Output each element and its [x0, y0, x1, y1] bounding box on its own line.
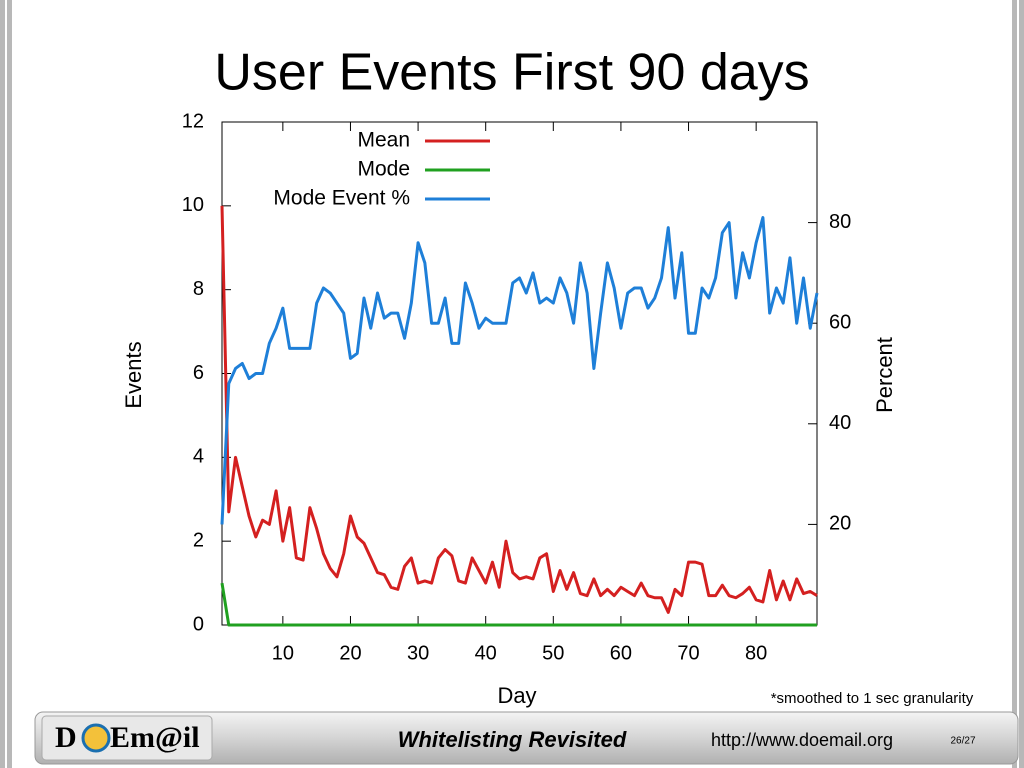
y-tick-label: 8: [193, 278, 204, 300]
x-tick-label: 30: [407, 642, 429, 664]
logo-icon: [81, 723, 111, 753]
footer-bar: [34, 711, 1019, 765]
x-tick-label: 40: [475, 642, 497, 664]
data-line: [220, 216, 819, 525]
legend-label: Mode: [357, 158, 410, 181]
y2-tick-label: 40: [829, 412, 851, 434]
note: *smoothed to 1 sec granularity: [771, 690, 974, 707]
logo-text: D: [55, 721, 77, 754]
x-tick-label: 10: [272, 642, 294, 664]
y-axis-label: Events: [121, 341, 146, 408]
data-line: [220, 205, 818, 614]
footer-title: Whitelisting Revisited: [398, 727, 627, 752]
y2-axis-label: Percent: [872, 337, 897, 413]
y2-tick-label: 80: [829, 211, 851, 233]
y-tick-label: 6: [193, 362, 204, 384]
x-tick-label: 60: [610, 642, 632, 664]
y-tick-label: 10: [182, 194, 204, 216]
x-tick-label: 20: [339, 642, 361, 664]
y-tick-label: 0: [193, 613, 204, 635]
logo-box: [41, 715, 213, 761]
y2-tick-label: 20: [829, 513, 851, 535]
x-axis-label: Day: [497, 683, 536, 708]
logo-text: Em@il: [110, 721, 200, 754]
side-line: [5, 0, 7, 768]
y2-tick-label: 60: [829, 311, 851, 333]
y-tick-label: 2: [193, 529, 204, 551]
y-tick-label: 12: [182, 110, 204, 132]
x-tick-label: 80: [745, 642, 767, 664]
page-number: 26/27: [950, 736, 975, 747]
side-line: [1017, 0, 1019, 768]
data-line: [220, 582, 817, 627]
y-tick-label: 4: [193, 446, 204, 468]
footer-url: http://www.doemail.org: [711, 730, 893, 750]
x-tick-label: 70: [677, 642, 699, 664]
legend-label: Mode Event %: [273, 187, 410, 210]
legend-label: Mean: [357, 129, 410, 152]
slide-title: User Events First 90 days: [214, 44, 809, 102]
x-tick-label: 50: [542, 642, 564, 664]
